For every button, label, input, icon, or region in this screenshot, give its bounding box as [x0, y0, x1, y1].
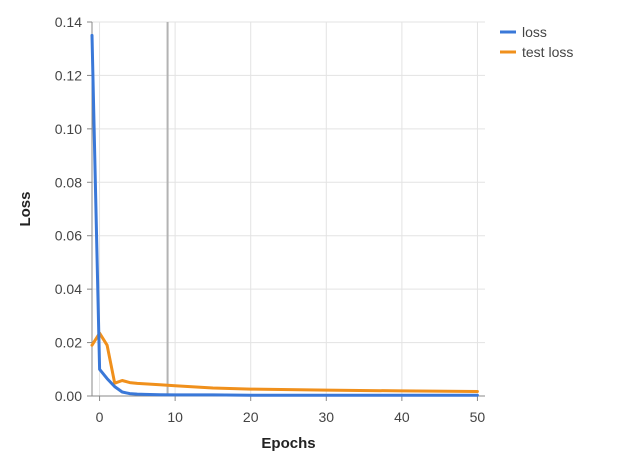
- y-tick-label: 0.14: [55, 14, 82, 30]
- y-tick-label: 0.06: [55, 228, 82, 244]
- y-tick-label: 0.00: [55, 388, 82, 404]
- series-line-test-loss: [92, 333, 477, 391]
- y-tick-label: 0.02: [55, 335, 82, 351]
- y-axis-title: Loss: [17, 191, 34, 226]
- x-tick-label: 30: [318, 409, 334, 425]
- x-tick-label: 10: [167, 409, 183, 425]
- legend-label: loss: [522, 24, 547, 40]
- x-tick-label: 0: [96, 409, 104, 425]
- series-line-loss: [92, 35, 477, 395]
- grid: [92, 22, 485, 396]
- y-tick-label: 0.08: [55, 174, 82, 190]
- x-tick-label: 40: [394, 409, 410, 425]
- y-tick-label: 0.12: [55, 67, 82, 83]
- legend-label: test loss: [522, 44, 573, 60]
- legend: loss test loss: [500, 24, 573, 60]
- x-axis-title: Epochs: [261, 435, 315, 452]
- y-tick-label: 0.04: [55, 281, 82, 297]
- x-tick-label: 20: [243, 409, 259, 425]
- x-tick-label: 50: [470, 409, 486, 425]
- y-tick-label: 0.10: [55, 121, 82, 137]
- series-lines: [92, 35, 477, 395]
